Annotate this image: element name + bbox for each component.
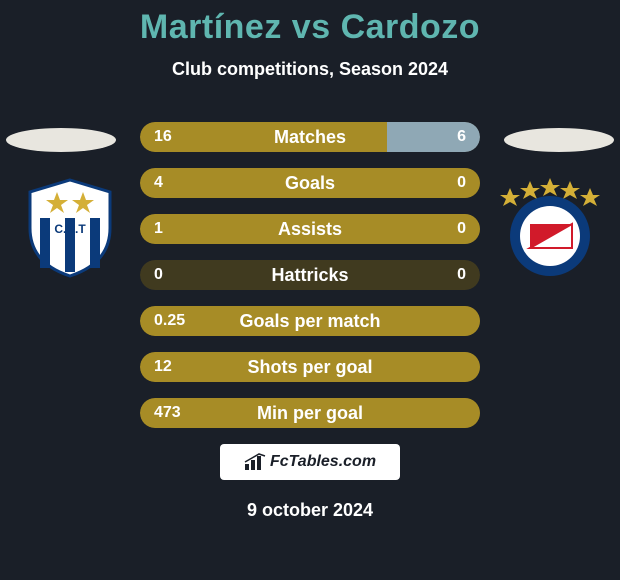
svg-text:C.A.T: C.A.T xyxy=(54,222,86,236)
stat-row: Matches16 6 xyxy=(140,122,480,152)
stat-value-left: 0 xyxy=(154,260,163,290)
player2-name: Cardozo xyxy=(341,8,481,46)
chart-icon xyxy=(244,453,266,471)
stat-label: Min per goal xyxy=(140,398,480,428)
player1-name: Martínez xyxy=(140,8,282,46)
stat-value-right: 0 xyxy=(457,260,466,290)
logo-suffix: .com xyxy=(339,453,376,470)
stat-label: Goals xyxy=(140,168,480,198)
stat-row: Goals per match0.25 xyxy=(140,306,480,336)
stat-label: Matches xyxy=(140,122,480,152)
infographic: Martínez vs Cardozo Club competitions, S… xyxy=(0,0,620,580)
stat-value-right: 6 xyxy=(457,122,466,152)
page-title: Martínez vs Cardozo xyxy=(0,0,620,47)
argentinos-crest xyxy=(500,178,600,278)
player1-shadow xyxy=(6,128,116,152)
stat-bars: Matches166Goals40Assists10Hattricks00Goa… xyxy=(140,122,480,444)
stat-value-left: 4 xyxy=(154,168,163,198)
stat-label: Hattricks xyxy=(140,260,480,290)
logo-brand: FcTables xyxy=(270,453,339,470)
stat-value-left: 473 xyxy=(154,398,181,428)
subtitle: Club competitions, Season 2024 xyxy=(0,59,620,80)
stat-value-left: 12 xyxy=(154,352,172,382)
talleres-crest: C.A.T xyxy=(20,178,120,278)
stat-label: Assists xyxy=(140,214,480,244)
stat-value-right: 0 xyxy=(457,214,466,244)
player2-shadow xyxy=(504,128,614,152)
stat-label: Shots per goal xyxy=(140,352,480,382)
fctables-logo: FcTables.com xyxy=(220,444,400,480)
date: 9 october 2024 xyxy=(0,500,620,521)
stat-row: Assists1 0 xyxy=(140,214,480,244)
stat-row: Min per goal473 xyxy=(140,398,480,428)
stat-row: Shots per goal12 xyxy=(140,352,480,382)
stat-value-right: 0 xyxy=(457,168,466,198)
stat-value-left: 1 xyxy=(154,214,163,244)
stat-row: Hattricks0 0 xyxy=(140,260,480,290)
stat-row: Goals4 0 xyxy=(140,168,480,198)
stat-label: Goals per match xyxy=(140,306,480,336)
stat-value-left: 16 xyxy=(154,122,172,152)
vs-text: vs xyxy=(292,8,331,46)
stat-value-left: 0.25 xyxy=(154,306,185,336)
